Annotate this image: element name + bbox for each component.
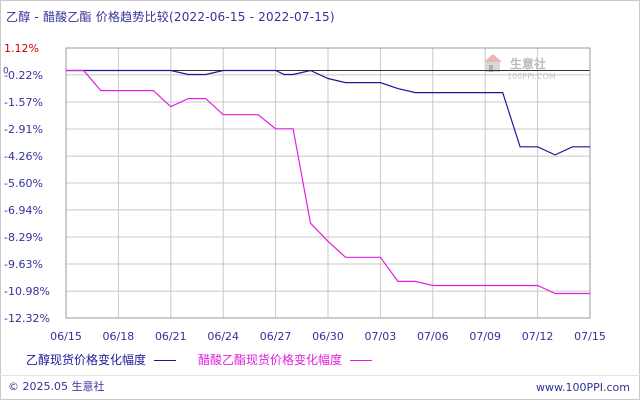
legend: 乙醇现货价格变化幅度 醋酸乙酯现货价格变化幅度	[0, 351, 640, 369]
x-tick-label: 06/18	[103, 330, 135, 343]
y-tick-label: -4.26%	[4, 150, 43, 163]
x-tick-label: 06/15	[50, 330, 82, 343]
x-tick-label: 07/03	[365, 330, 397, 343]
watermark-site: 100PPI.COM	[507, 72, 556, 81]
x-tick-label: 06/21	[155, 330, 187, 343]
x-tick-label: 07/06	[417, 330, 449, 343]
legend-item-ethyl-acetate: 醋酸乙酯现货价格变化幅度	[198, 351, 373, 368]
footer-site-link[interactable]: www.100PPI.com	[536, 381, 630, 394]
x-tick-label: 06/24	[207, 330, 239, 343]
y-tick-label: -10.98%	[4, 285, 50, 298]
plot-area-border	[65, 47, 591, 319]
chart-title: 乙醇 - 醋酸乙酯 价格趋势比较(2022-06-15 - 2022-07-15…	[6, 10, 335, 24]
y-tick-label: -0.22%	[4, 69, 43, 82]
x-tick-label: 07/12	[522, 330, 554, 343]
y-tick-label: -9.63%	[4, 258, 43, 271]
x-tick-label: 07/15	[574, 330, 606, 343]
footer-copyright: © 2025.05 生意社	[8, 380, 105, 393]
y-tick-label: -12.32%	[4, 312, 50, 325]
y-axis: 1.12% -0.22% -1.57% -2.91% -4.26% -5.60% -6.94…	[3, 42, 50, 325]
series-lines	[66, 69, 590, 295]
zero-label: 0	[3, 67, 9, 77]
x-axis: 06/15 06/18 06/21 06/24 06/27 06/30 07/03 07/06…	[50, 330, 606, 343]
series-line-ethanol	[66, 69, 590, 156]
series-line-ethyl-acetate	[66, 69, 590, 295]
y-tick-label: -5.60%	[4, 177, 43, 190]
x-tick-label: 07/09	[469, 330, 501, 343]
y-tick-label: -6.94%	[4, 204, 43, 217]
legend-label-ethyl-acetate: 醋酸乙酯现货价格变化幅度	[198, 353, 343, 367]
legend-item-ethanol: 乙醇现货价格变化幅度	[26, 351, 177, 368]
x-tick-label: 06/27	[260, 330, 292, 343]
x-tick-label: 06/30	[312, 330, 344, 343]
house-icon	[484, 54, 502, 72]
watermark-logo: 生意社 100PPI.COM	[484, 54, 556, 81]
footer-divider	[0, 375, 640, 376]
y-tick-label: 1.12%	[4, 42, 39, 55]
grid-lines	[65, 47, 591, 319]
legend-swatch-ethyl-acetate	[350, 360, 373, 361]
y-tick-label: -8.29%	[4, 231, 43, 244]
watermark-name: 生意社	[510, 56, 546, 71]
y-tick-label: -1.57%	[4, 96, 43, 109]
y-tick-label: -2.91%	[4, 123, 43, 136]
legend-swatch-ethanol	[154, 360, 177, 361]
legend-label-ethanol: 乙醇现货价格变化幅度	[26, 353, 147, 367]
